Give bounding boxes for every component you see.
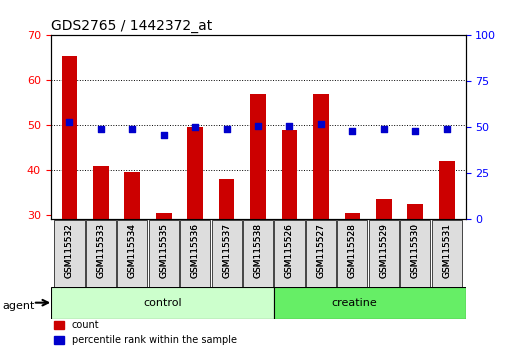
- Point: [442, 126, 450, 132]
- Point: [411, 128, 419, 134]
- Bar: [218, 179, 234, 219]
- FancyBboxPatch shape: [180, 220, 210, 287]
- Point: [65, 119, 73, 125]
- Point: [347, 128, 356, 134]
- Point: [316, 121, 324, 127]
- Text: GSM115538: GSM115538: [253, 223, 262, 278]
- Text: GSM115531: GSM115531: [441, 223, 450, 278]
- FancyBboxPatch shape: [86, 220, 116, 287]
- Text: GSM115536: GSM115536: [190, 223, 199, 278]
- Bar: [344, 213, 360, 219]
- Bar: [313, 94, 328, 219]
- Text: GSM115533: GSM115533: [96, 223, 105, 278]
- Text: GSM115538: GSM115538: [253, 223, 262, 278]
- Text: GSM115526: GSM115526: [284, 223, 293, 278]
- Text: GSM115532: GSM115532: [65, 223, 74, 278]
- FancyBboxPatch shape: [211, 220, 241, 287]
- Point: [191, 125, 199, 130]
- Text: GDS2765 / 1442372_at: GDS2765 / 1442372_at: [50, 19, 212, 33]
- Text: GSM115535: GSM115535: [159, 223, 168, 278]
- Text: GSM115526: GSM115526: [284, 223, 293, 278]
- Text: GSM115534: GSM115534: [128, 223, 136, 278]
- Text: GSM115528: GSM115528: [347, 223, 356, 278]
- Bar: [249, 94, 266, 219]
- Text: creatine: creatine: [330, 298, 376, 308]
- Bar: [281, 130, 297, 219]
- Text: GSM115529: GSM115529: [379, 223, 387, 278]
- Bar: [62, 56, 77, 219]
- Point: [128, 126, 136, 132]
- Text: GSM115537: GSM115537: [222, 223, 231, 278]
- Text: GSM115534: GSM115534: [128, 223, 136, 278]
- Bar: [438, 161, 453, 219]
- Text: GSM115527: GSM115527: [316, 223, 325, 278]
- Point: [254, 123, 262, 129]
- Text: GSM115530: GSM115530: [410, 223, 419, 278]
- Text: control: control: [143, 298, 181, 308]
- FancyBboxPatch shape: [305, 220, 335, 287]
- Text: GSM115530: GSM115530: [410, 223, 419, 278]
- Text: GSM115528: GSM115528: [347, 223, 356, 278]
- Bar: [407, 204, 422, 219]
- Text: GSM115535: GSM115535: [159, 223, 168, 278]
- FancyBboxPatch shape: [368, 220, 398, 287]
- Bar: [375, 199, 391, 219]
- FancyBboxPatch shape: [54, 220, 84, 287]
- FancyBboxPatch shape: [50, 287, 274, 319]
- FancyBboxPatch shape: [117, 220, 147, 287]
- FancyBboxPatch shape: [274, 287, 465, 319]
- Text: GSM115527: GSM115527: [316, 223, 325, 278]
- Text: agent: agent: [3, 301, 35, 311]
- Text: GSM115536: GSM115536: [190, 223, 199, 278]
- Bar: [156, 213, 171, 219]
- Text: GSM115537: GSM115537: [222, 223, 231, 278]
- Point: [222, 126, 230, 132]
- Legend: count, percentile rank within the sample: count, percentile rank within the sample: [50, 316, 240, 349]
- FancyBboxPatch shape: [274, 220, 304, 287]
- FancyBboxPatch shape: [431, 220, 461, 287]
- Point: [285, 123, 293, 129]
- FancyBboxPatch shape: [399, 220, 429, 287]
- Bar: [124, 172, 140, 219]
- Point: [379, 126, 387, 132]
- FancyBboxPatch shape: [337, 220, 367, 287]
- FancyBboxPatch shape: [148, 220, 178, 287]
- FancyBboxPatch shape: [242, 220, 273, 287]
- Bar: [187, 127, 203, 219]
- Text: GSM115529: GSM115529: [379, 223, 387, 278]
- Point: [160, 132, 168, 138]
- Text: GSM115531: GSM115531: [441, 223, 450, 278]
- Text: GSM115532: GSM115532: [65, 223, 74, 278]
- Point: [96, 126, 105, 132]
- Bar: [93, 166, 109, 219]
- Text: GSM115533: GSM115533: [96, 223, 105, 278]
